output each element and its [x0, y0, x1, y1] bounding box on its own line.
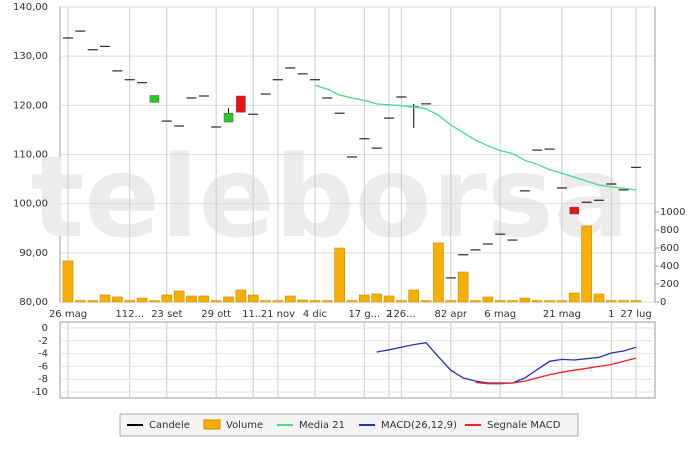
- volume-bar: [297, 299, 308, 303]
- y2-tick-label: 400: [660, 261, 679, 272]
- volume-bar: [420, 300, 432, 303]
- x-tick-label: 23 set: [151, 309, 182, 320]
- x-tick-label: 82 apr: [435, 309, 468, 320]
- legend-label: Segnale MACD: [487, 420, 561, 431]
- volume-bar: [186, 295, 197, 303]
- volume-bar: [124, 300, 136, 303]
- volume-bar: [445, 300, 457, 303]
- volume-bar: [284, 295, 296, 303]
- y-tick-label: -6: [38, 361, 48, 372]
- volume-bar: [630, 300, 642, 303]
- y-tick-label: 0: [42, 323, 48, 334]
- y-tick-label: -8: [38, 374, 48, 385]
- legend-label: Volume: [226, 420, 263, 431]
- volume-bar: [544, 300, 555, 303]
- x-tick-label: 21 nov: [261, 309, 295, 320]
- volume-bar: [507, 300, 518, 303]
- candle-body: [149, 95, 160, 103]
- volume-bar: [581, 225, 592, 303]
- volume-bar: [371, 293, 382, 303]
- volume-bar: [457, 271, 469, 303]
- y-tick-label: 110,00: [13, 150, 48, 161]
- volume-bar: [136, 297, 148, 303]
- x-tick-label: 17 g...: [348, 309, 380, 320]
- watermark: teleborsa: [31, 133, 629, 263]
- volume-bar: [272, 300, 284, 303]
- volume-bar: [470, 300, 481, 303]
- volume-bar: [556, 300, 568, 303]
- volume-bar: [260, 300, 271, 303]
- volume-bar: [161, 294, 173, 303]
- volume-bar: [482, 296, 494, 303]
- legend-label: Media 21: [299, 420, 345, 431]
- x-tick-label: 126...: [387, 309, 416, 320]
- volume-bar: [75, 300, 86, 303]
- candle-body: [236, 95, 246, 113]
- line-series: [475, 357, 637, 385]
- y2-tick-label: 800: [660, 225, 679, 236]
- line-series: [314, 84, 637, 191]
- volume-bar: [309, 300, 321, 303]
- y-tick-label: -10: [32, 387, 48, 398]
- x-tick-label: 2: [386, 309, 392, 320]
- y2-tick-label: 0: [660, 297, 666, 308]
- y-tick-label: 130,00: [13, 51, 48, 62]
- x-tick-label: 26 mag: [49, 309, 87, 320]
- y-tick-label: 100,00: [13, 199, 48, 210]
- x-tick-label: 1: [608, 309, 614, 320]
- volume-bar: [223, 296, 234, 303]
- volume-bar: [334, 247, 345, 303]
- y2-tick-label: 200: [660, 279, 679, 290]
- volume-bar: [198, 295, 210, 303]
- volume-bar: [396, 300, 407, 303]
- legend-swatch: [203, 419, 221, 430]
- volume-bar: [408, 289, 420, 303]
- x-tick-label: 27 lug: [620, 309, 651, 320]
- volume-bar: [359, 294, 370, 303]
- volume-bar: [99, 294, 111, 303]
- x-tick-label: 4 dic: [303, 309, 327, 320]
- volume-bar: [149, 300, 160, 303]
- volume-bar: [494, 300, 506, 303]
- x-tick-label: 112...: [115, 309, 144, 320]
- volume-bar: [531, 300, 543, 303]
- x-tick-label: 6 mag: [484, 309, 516, 320]
- candle-body: [569, 206, 580, 215]
- volume-bar: [235, 289, 247, 303]
- legend-label: Candele: [149, 420, 190, 431]
- volume-bar: [593, 293, 605, 303]
- candle-body: [223, 112, 234, 123]
- y2-tick-label: 1000: [660, 207, 685, 218]
- y-tick-label: 80,00: [19, 297, 48, 308]
- x-tick-label: 21 mag: [543, 309, 581, 320]
- volume-bar: [519, 297, 531, 303]
- y-tick-label: 140,00: [13, 2, 48, 13]
- legend: [119, 413, 579, 437]
- volume-bar: [322, 300, 333, 303]
- volume-bar: [568, 292, 580, 303]
- volume-bar: [618, 300, 629, 303]
- volume-bar: [87, 300, 98, 303]
- volume-bar: [173, 290, 185, 303]
- y-tick-label: -4: [38, 349, 48, 360]
- legend-label: MACD(26,12,9): [381, 420, 457, 431]
- volume-bar: [112, 296, 123, 303]
- volume-bar: [606, 300, 617, 303]
- y-tick-label: -2: [38, 336, 48, 347]
- volume-bar: [210, 300, 222, 303]
- y-tick-label: 120,00: [13, 100, 48, 111]
- volume-bar: [383, 295, 395, 303]
- volume-bar: [62, 260, 74, 303]
- x-tick-label: 29 ott: [201, 309, 231, 320]
- volume-bar: [247, 294, 259, 303]
- y2-tick-label: 600: [660, 243, 679, 254]
- volume-bar: [346, 300, 358, 303]
- y-tick-label: 90,00: [19, 248, 48, 259]
- x-tick-label: 11...: [242, 309, 264, 320]
- volume-bar: [433, 242, 444, 303]
